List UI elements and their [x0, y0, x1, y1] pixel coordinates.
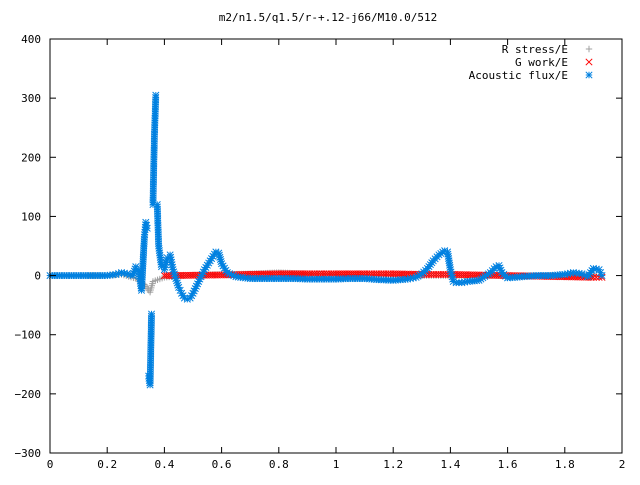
data-point	[598, 272, 606, 280]
y-tick-label: 200	[21, 151, 41, 164]
x-tick-label: 0.2	[97, 458, 117, 471]
legend-label: G work/E	[515, 56, 568, 69]
x-tick-label: 0	[47, 458, 54, 471]
y-tick-label: −200	[15, 388, 42, 401]
data-marks	[46, 91, 606, 389]
data-point	[220, 264, 229, 272]
plot-frame	[49, 38, 623, 454]
x-tick-label: 0.8	[269, 458, 289, 471]
data-point	[589, 273, 597, 281]
y-tick-label: 400	[21, 33, 41, 46]
legend-marker	[585, 71, 593, 79]
x-tick-label: 1.6	[498, 458, 518, 471]
series-2	[46, 91, 606, 389]
x-tick-label: 0.4	[154, 458, 174, 471]
y-tick-label: 100	[21, 210, 41, 223]
legend-label: R stress/E	[502, 43, 568, 56]
data-point	[403, 275, 412, 283]
data-point	[564, 270, 572, 278]
legend-label: Acoustic flux/E	[469, 69, 568, 82]
y-tick-label: −100	[15, 329, 42, 342]
data-point	[152, 91, 160, 99]
x-tick-label: 1.8	[555, 458, 575, 471]
x-tick-label: 2	[619, 458, 626, 471]
legend-marker	[585, 45, 593, 53]
data-point	[199, 268, 207, 276]
x-tick-label: 1	[333, 458, 340, 471]
legend-marker	[585, 58, 593, 66]
data-point	[143, 224, 151, 232]
x-tick-label: 1.2	[383, 458, 403, 471]
axes: 0 0.2 0.4 0.6 0.8 1 1.2 1.4 1.6 1.8 2 400 300 200 100 0…	[15, 33, 626, 471]
y-tick-label: 0	[34, 270, 41, 283]
data-point	[147, 310, 156, 318]
x-tick-label: 1.4	[440, 458, 460, 471]
y-tick-label: −300	[15, 447, 42, 460]
y-tick-label: 300	[21, 92, 41, 105]
data-point	[561, 270, 569, 278]
x-tick-label: 0.6	[212, 458, 232, 471]
chart-title: m2/n1.5/q1.5/r-+.12-j66/M10.0/512	[219, 11, 438, 24]
